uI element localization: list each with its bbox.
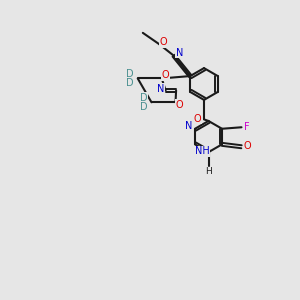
Text: N: N — [185, 122, 193, 131]
Text: D: D — [140, 102, 148, 112]
Text: O: O — [194, 113, 201, 124]
Text: O: O — [243, 141, 251, 151]
Text: D: D — [140, 92, 148, 103]
Text: O: O — [162, 70, 170, 80]
Text: F: F — [244, 122, 250, 132]
Text: O: O — [176, 100, 183, 110]
Text: N: N — [158, 84, 165, 94]
Text: NH: NH — [194, 146, 209, 156]
Text: D: D — [126, 78, 134, 88]
Text: O: O — [159, 37, 167, 47]
Text: H: H — [205, 167, 212, 176]
Text: D: D — [126, 69, 134, 79]
Text: N: N — [176, 48, 183, 58]
